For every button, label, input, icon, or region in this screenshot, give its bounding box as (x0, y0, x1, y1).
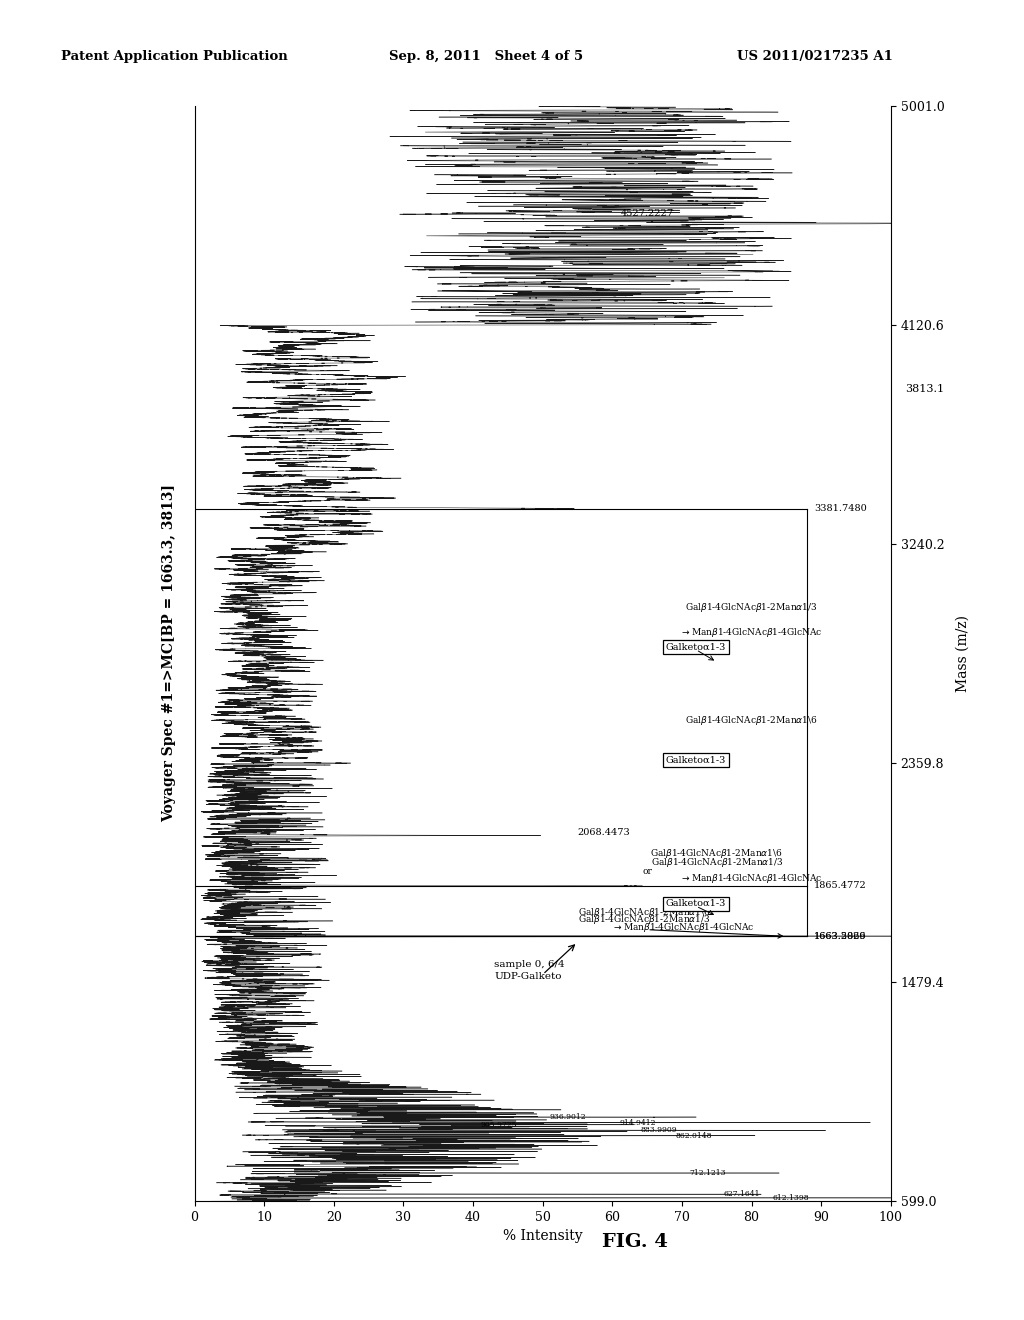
Text: Galketoα1-3: Galketoα1-3 (666, 899, 726, 908)
Text: $\rightarrow$Man$\beta$1-4GlcNAc$\beta$1-4GlcNAc: $\rightarrow$Man$\beta$1-4GlcNAc$\beta$1… (680, 873, 823, 884)
Text: 712.1213: 712.1213 (689, 1170, 726, 1177)
Text: Gal$\beta$1-4GlcNAc$\beta$1-2Man$\alpha$1/3: Gal$\beta$1-4GlcNAc$\beta$1-2Man$\alpha$… (685, 601, 818, 614)
Text: Galketoα1-3: Galketoα1-3 (666, 756, 726, 764)
X-axis label: % Intensity: % Intensity (503, 1229, 583, 1243)
Text: Gal$\beta$1-4GlcNAc$\beta$1-2Man$\alpha$1/3: Gal$\beta$1-4GlcNAc$\beta$1-2Man$\alpha$… (650, 855, 783, 869)
Text: Sep. 8, 2011   Sheet 4 of 5: Sep. 8, 2011 Sheet 4 of 5 (389, 50, 584, 63)
Text: 3381.7480: 3381.7480 (814, 504, 867, 513)
Text: 1865.4772: 1865.4772 (814, 882, 867, 891)
Text: 862.0148: 862.0148 (675, 1131, 712, 1139)
Text: 2068.4473: 2068.4473 (578, 829, 631, 837)
Text: sample 0, 6/4: sample 0, 6/4 (494, 960, 564, 969)
Text: 883.9909: 883.9909 (640, 1126, 677, 1134)
Text: UDP-Galketo: UDP-Galketo (494, 973, 561, 982)
Text: Voyager Spec #1=>MC[BP = 1663.3, 3813]: Voyager Spec #1=>MC[BP = 1663.3, 3813] (162, 484, 176, 822)
Text: Gal$\beta$1-4GlcNAc$\beta$1-2Man$\alpha$1\6: Gal$\beta$1-4GlcNAc$\beta$1-2Man$\alpha$… (685, 714, 818, 727)
Text: Gal$\beta$1-4GlcNAc$\beta$1-2Man$\alpha$1\6: Gal$\beta$1-4GlcNAc$\beta$1-2Man$\alpha$… (578, 906, 711, 919)
Text: 4527.2227: 4527.2227 (621, 209, 674, 218)
Text: Galketoα1-3: Galketoα1-3 (666, 643, 726, 652)
Text: $\rightarrow$Man$\beta$1-4GlcNAc$\beta$1-4GlcNAc: $\rightarrow$Man$\beta$1-4GlcNAc$\beta$1… (612, 920, 755, 933)
Text: Patent Application Publication: Patent Application Publication (61, 50, 288, 63)
Text: or: or (642, 866, 652, 875)
Text: 3813.1: 3813.1 (905, 384, 944, 395)
Text: US 2011/0217235 A1: US 2011/0217235 A1 (737, 50, 893, 63)
Text: 1663.5029: 1663.5029 (814, 932, 866, 941)
Text: 1663.2866: 1663.2866 (814, 932, 866, 941)
Text: 612.1398: 612.1398 (772, 1193, 809, 1203)
Text: Gal$\beta$1-4GlcNAc$\beta$1-2Man$\alpha$1/3: Gal$\beta$1-4GlcNAc$\beta$1-2Man$\alpha$… (578, 913, 710, 927)
Text: 914.9412: 914.9412 (620, 1118, 655, 1126)
Text: 905.9725: 905.9725 (480, 1121, 516, 1129)
Y-axis label: Mass (m/z): Mass (m/z) (955, 615, 970, 692)
Text: 936.9012: 936.9012 (550, 1113, 587, 1121)
Text: FIG. 4: FIG. 4 (602, 1233, 668, 1251)
Text: Gal$\beta$1-4GlcNAc$\beta$1-2Man$\alpha$1\6: Gal$\beta$1-4GlcNAc$\beta$1-2Man$\alpha$… (650, 847, 783, 861)
Text: 627.1641: 627.1641 (724, 1191, 760, 1199)
Text: $\rightarrow$Man$\beta$1-4GlcNAc$\beta$1-4GlcNAc: $\rightarrow$Man$\beta$1-4GlcNAc$\beta$1… (680, 626, 823, 639)
